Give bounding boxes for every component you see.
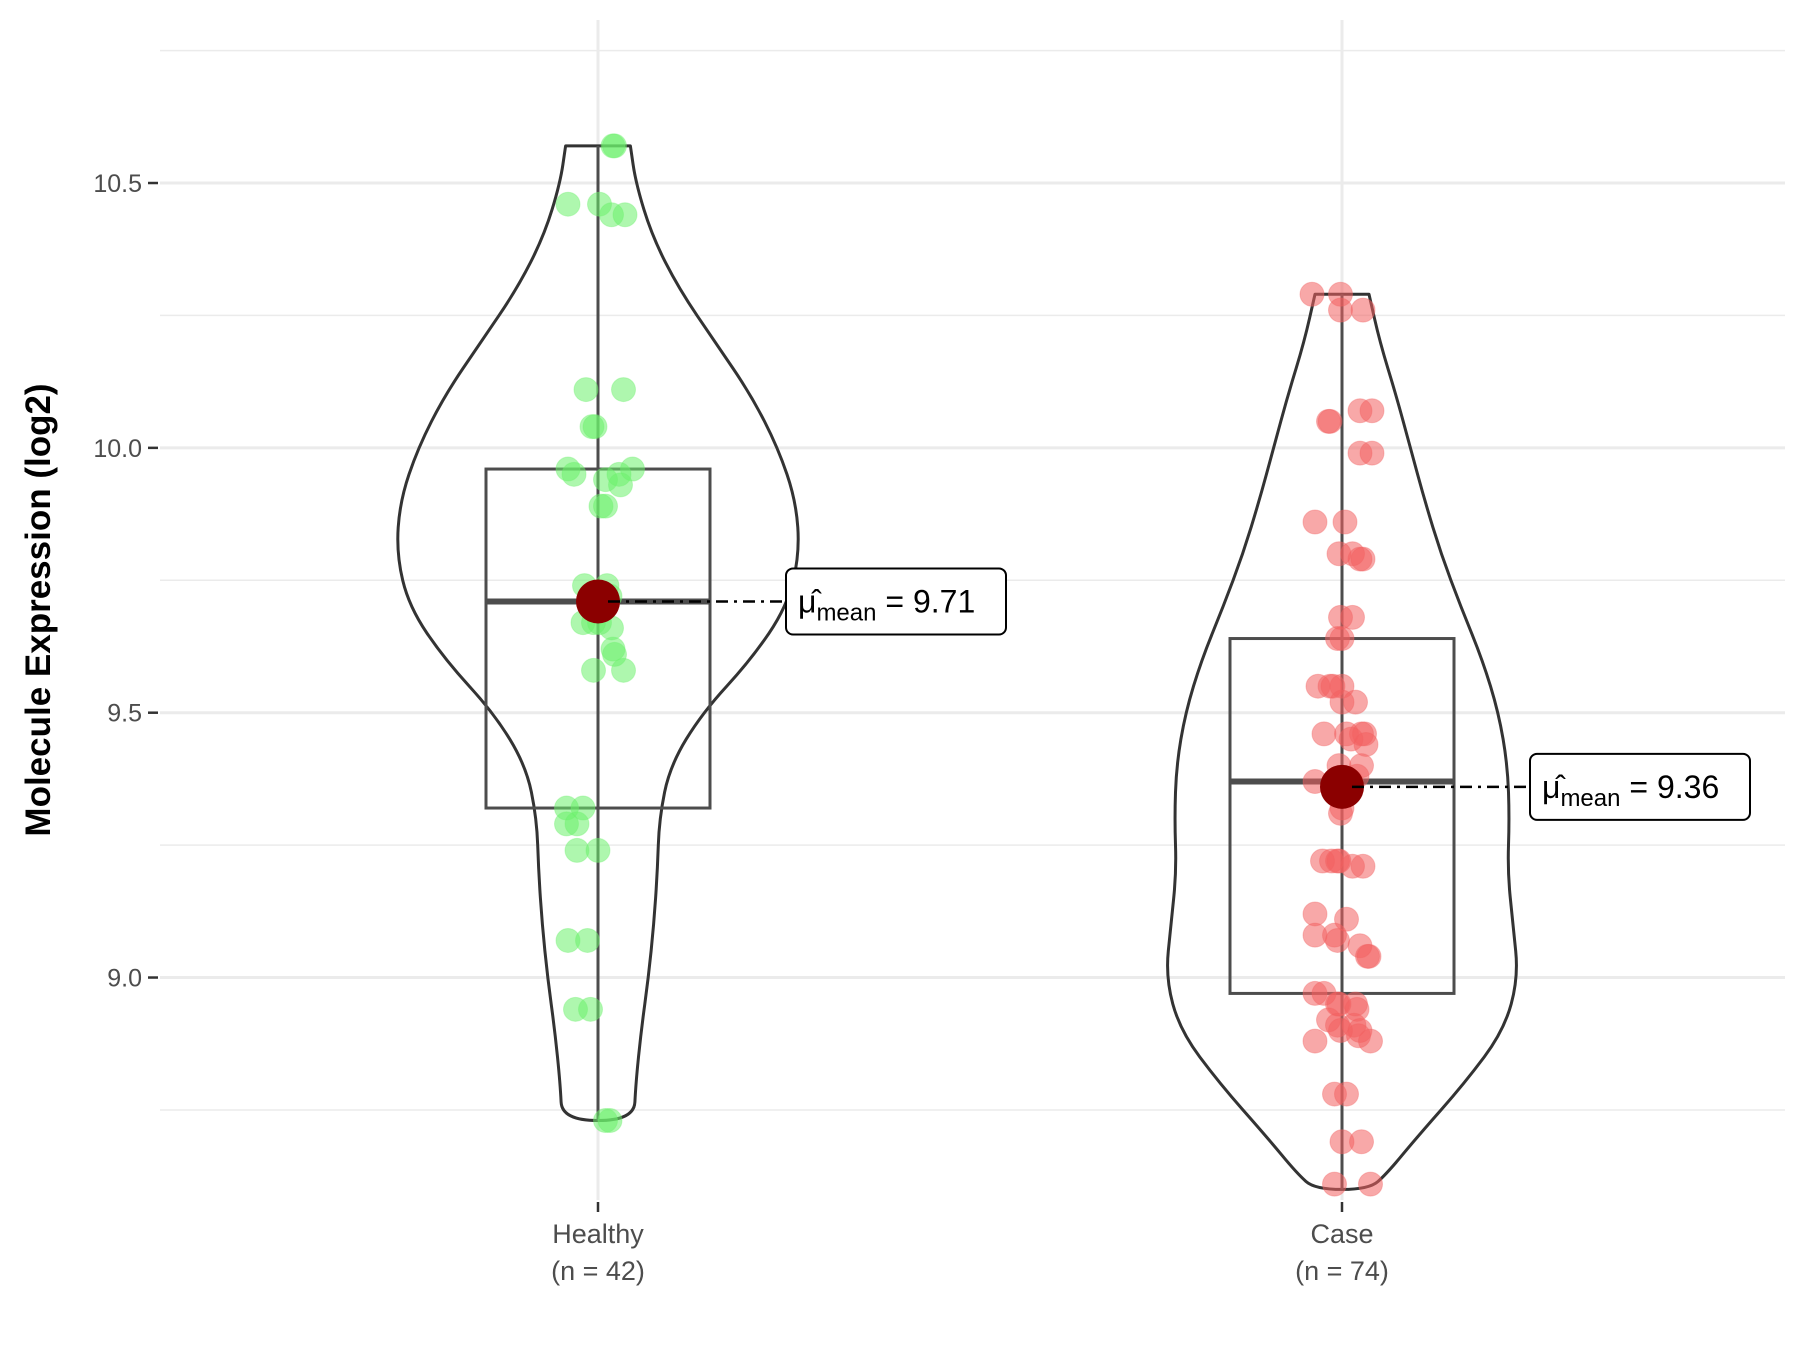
data-point <box>597 1108 623 1134</box>
data-point <box>585 837 611 863</box>
data-point <box>1334 1081 1359 1107</box>
data-point <box>1302 1028 1328 1054</box>
data-point <box>578 996 603 1022</box>
data-point <box>1302 509 1328 535</box>
data-point <box>593 493 618 519</box>
mean-label: μ̂mean = 9.36 <box>1542 769 1719 812</box>
data-point <box>1359 440 1385 466</box>
data-point <box>1317 408 1343 434</box>
x-category-label: Healthy <box>552 1219 644 1249</box>
data-point <box>1340 604 1365 630</box>
data-point <box>582 414 608 440</box>
data-point <box>1332 509 1358 535</box>
data-point <box>1322 1171 1347 1197</box>
group-case: μ̂mean = 9.36 <box>1166 281 1751 1197</box>
y-tick-label: 10.5 <box>93 170 142 198</box>
data-point <box>1356 943 1382 969</box>
mean-point <box>576 579 620 624</box>
data-point <box>612 202 638 228</box>
data-point <box>1359 398 1385 424</box>
mean-label: μ̂mean = 9.71 <box>798 583 975 626</box>
data-point <box>555 191 581 217</box>
mean-label-box <box>785 567 1007 636</box>
data-point <box>1349 1129 1374 1155</box>
data-point <box>1328 297 1353 323</box>
data-point <box>1358 1171 1383 1197</box>
data-point <box>1329 626 1355 652</box>
data-point <box>1350 546 1376 572</box>
data-point <box>1350 853 1376 879</box>
data-point <box>561 461 587 487</box>
data-point <box>1343 689 1368 715</box>
data-point <box>564 837 590 863</box>
data-point <box>1299 281 1325 307</box>
data-point <box>564 811 590 837</box>
data-point <box>611 657 636 683</box>
data-point <box>1353 731 1379 757</box>
data-point <box>1302 901 1328 927</box>
data-point <box>1350 297 1376 323</box>
x-category-label: Case <box>1310 1219 1373 1249</box>
data-point <box>608 472 633 498</box>
y-axis-title: Molecule Expression (log2) <box>19 383 58 836</box>
box-iqr <box>484 467 712 810</box>
mean-point <box>1320 764 1364 809</box>
x-category-count-label: (n = 74) <box>1295 1256 1389 1286</box>
y-tick-label: 9.0 <box>107 965 142 993</box>
data-point <box>581 657 606 683</box>
data-point <box>1311 721 1337 747</box>
data-point <box>575 927 600 953</box>
groups: μ̂mean = 9.71 μ̂mean = 9.36 <box>396 133 1751 1197</box>
mean-label-box <box>1529 752 1751 821</box>
y-axis: 9.0 9.5 10.0 10.5 <box>93 170 158 993</box>
group-healthy: μ̂mean = 9.71 <box>396 133 1007 1134</box>
data-point <box>602 133 627 159</box>
data-point <box>573 377 599 403</box>
data-point <box>1358 1028 1383 1054</box>
x-axis: Healthy (n = 42) Case (n = 74) <box>551 1202 1389 1286</box>
y-tick-label: 9.5 <box>107 700 142 728</box>
data-point <box>1325 927 1350 953</box>
x-category-count-label: (n = 42) <box>551 1256 645 1286</box>
y-tick-label: 10.0 <box>93 435 142 463</box>
data-point <box>611 377 636 403</box>
